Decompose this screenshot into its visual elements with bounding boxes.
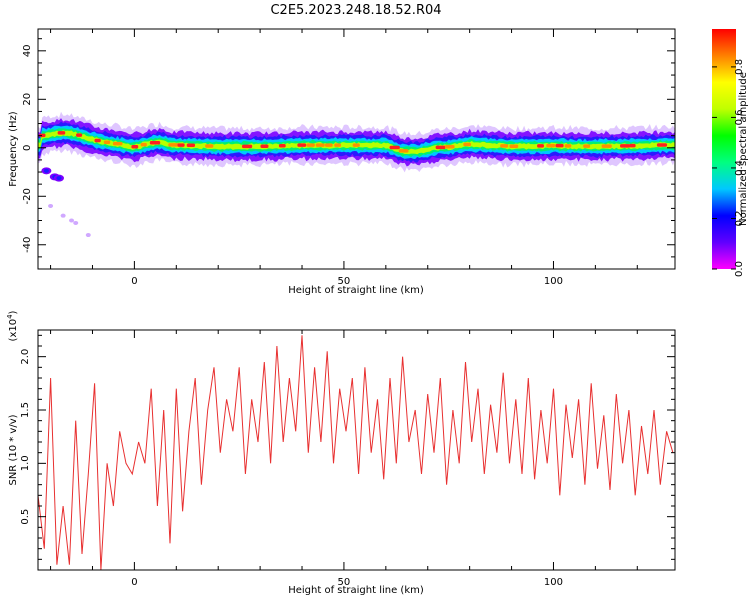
- x-tick-label: 0: [131, 577, 137, 588]
- heatmap-hot-cell: [500, 144, 509, 148]
- snr-series-line: [37, 335, 674, 571]
- y-tick-label: 0.5: [20, 509, 31, 525]
- colorbar-tick-label: 0.2: [734, 211, 745, 227]
- heatmap-hot-cell: [435, 145, 446, 150]
- spectrogram-panel: -40 -20 0 20 40 0 50 100 Frequency (Hz) Height…: [8, 28, 676, 296]
- heatmap-hot-cell: [306, 143, 315, 147]
- heatmap-hot-cell: [168, 143, 180, 147]
- heatmap-hot-cell: [398, 149, 409, 153]
- snr-xlabel: Height of straight line (km): [288, 585, 424, 596]
- heatmap-hot-cell: [583, 144, 591, 148]
- x-tick-label: 50: [338, 577, 351, 588]
- x-tick-label: 50: [338, 276, 351, 287]
- colorbar-gradient: [712, 29, 736, 269]
- heatmap-band: [38, 128, 675, 158]
- heatmap-band: [38, 130, 675, 155]
- colorbar-tick-label: 0.6: [734, 109, 745, 125]
- heatmap-scatter-point: [48, 203, 54, 208]
- y-tick-label: 20: [22, 93, 33, 106]
- heatmap-hot-cell: [509, 144, 519, 149]
- heatmap-hot-cell: [205, 144, 214, 148]
- heatmap-scatter-point: [69, 218, 75, 223]
- y-tick-label: 1.0: [20, 455, 31, 471]
- heatmap-scatter-point: [73, 220, 79, 225]
- heatmap-blob-core: [43, 168, 49, 173]
- heatmap-hot-cell: [334, 143, 342, 147]
- y-tick-label: -40: [22, 237, 33, 253]
- heatmap-hot-cell: [389, 145, 400, 150]
- colorbar-tick-label: 0.4: [734, 160, 745, 176]
- y-tick-label: 0: [22, 145, 33, 151]
- heatmap-hot-cell: [103, 140, 111, 145]
- heatmap-hot-cell: [620, 144, 631, 148]
- heatmap-hot-cell: [444, 144, 455, 149]
- colorbar-tick-label: 0.8: [734, 59, 745, 75]
- heatmap-hot-cell: [57, 131, 66, 135]
- spectrogram-xlabel: Height of straight line (km): [288, 285, 424, 296]
- heatmap-hot-cell: [177, 143, 185, 147]
- spectrogram-border: [37, 28, 676, 270]
- snr-y-ticks: 0.5 1.0 1.5 2.0: [20, 334, 675, 560]
- colorbar: 0.0 0.2 0.4 0.6 0.8 Normalized spectral ampl…: [712, 29, 749, 277]
- x-tick-label: 100: [544, 577, 563, 588]
- heatmap-hot-cell: [186, 143, 196, 148]
- heatmap-hot-cell: [260, 144, 269, 148]
- heatmap-hot-cell: [112, 141, 123, 146]
- snr-x-ticks: 0 50 100: [50, 330, 638, 588]
- heatmap-scatter-point: [60, 213, 66, 218]
- spectrogram-ylabel: Frequency (Hz): [8, 111, 19, 187]
- spectrogram-x-ticks: 0 50 100: [50, 29, 638, 287]
- y-tick-label: 1.5: [20, 402, 31, 418]
- y-tick-label: 40: [22, 44, 33, 57]
- heatmap-hot-cell: [149, 141, 161, 145]
- colorbar-tick-label: 0.0: [734, 261, 745, 277]
- heatmap-hot-cell: [564, 144, 572, 148]
- colorbar-label: Normalized spectral amplitude: [738, 72, 749, 226]
- figure-title: C2E5.2023.248.18.52.R04: [270, 3, 441, 18]
- heatmap-hot-cell: [463, 142, 472, 147]
- heatmap-hot-cell: [601, 144, 612, 148]
- heatmap-hot-cell: [325, 143, 333, 147]
- x-tick-label: 0: [131, 276, 137, 287]
- spectrogram-heatmap: [38, 111, 675, 238]
- x-tick-label: 100: [544, 276, 563, 287]
- heatmap-hot-cell: [315, 143, 325, 147]
- spectrogram-y-ticks: -40 -20 0 20 40: [22, 38, 675, 258]
- y-tick-label: -20: [22, 188, 33, 204]
- heatmap-hot-cell: [242, 144, 253, 149]
- heatmap-hot-cell: [94, 138, 101, 143]
- heatmap-hot-cell: [537, 144, 544, 148]
- snr-panel: 0.5 1.0 1.5 2.0 0 50 100 SNR (10 * v/v) (x104…: [6, 310, 676, 596]
- heatmap-hot-cell: [76, 133, 83, 137]
- heatmap-scatter-point: [85, 233, 91, 238]
- heatmap-hot-cell: [278, 143, 286, 148]
- heatmap-hot-cell: [629, 143, 636, 148]
- heatmap-hot-cell: [546, 143, 556, 148]
- colorbar-ticks: 0.0 0.2 0.4 0.6 0.8: [712, 59, 745, 277]
- heatmap-hot-cell: [352, 143, 360, 147]
- heatmap-hot-cell: [656, 143, 668, 147]
- heatmap-hot-cell: [39, 133, 46, 138]
- heatmap-hot-cell: [140, 142, 147, 147]
- heatmap-hot-cell: [297, 143, 307, 147]
- heatmap-hot-cell: [555, 143, 564, 148]
- snr-frame: [38, 330, 675, 570]
- snr-border: [37, 329, 676, 571]
- heatmap-hot-cell: [131, 145, 139, 149]
- snr-scale-label: (x104): [6, 310, 19, 341]
- snr-ylabel: SNR (10 * v/v): [8, 414, 19, 485]
- heatmap-blob-core: [56, 176, 62, 181]
- y-tick-label: 2.0: [20, 349, 31, 365]
